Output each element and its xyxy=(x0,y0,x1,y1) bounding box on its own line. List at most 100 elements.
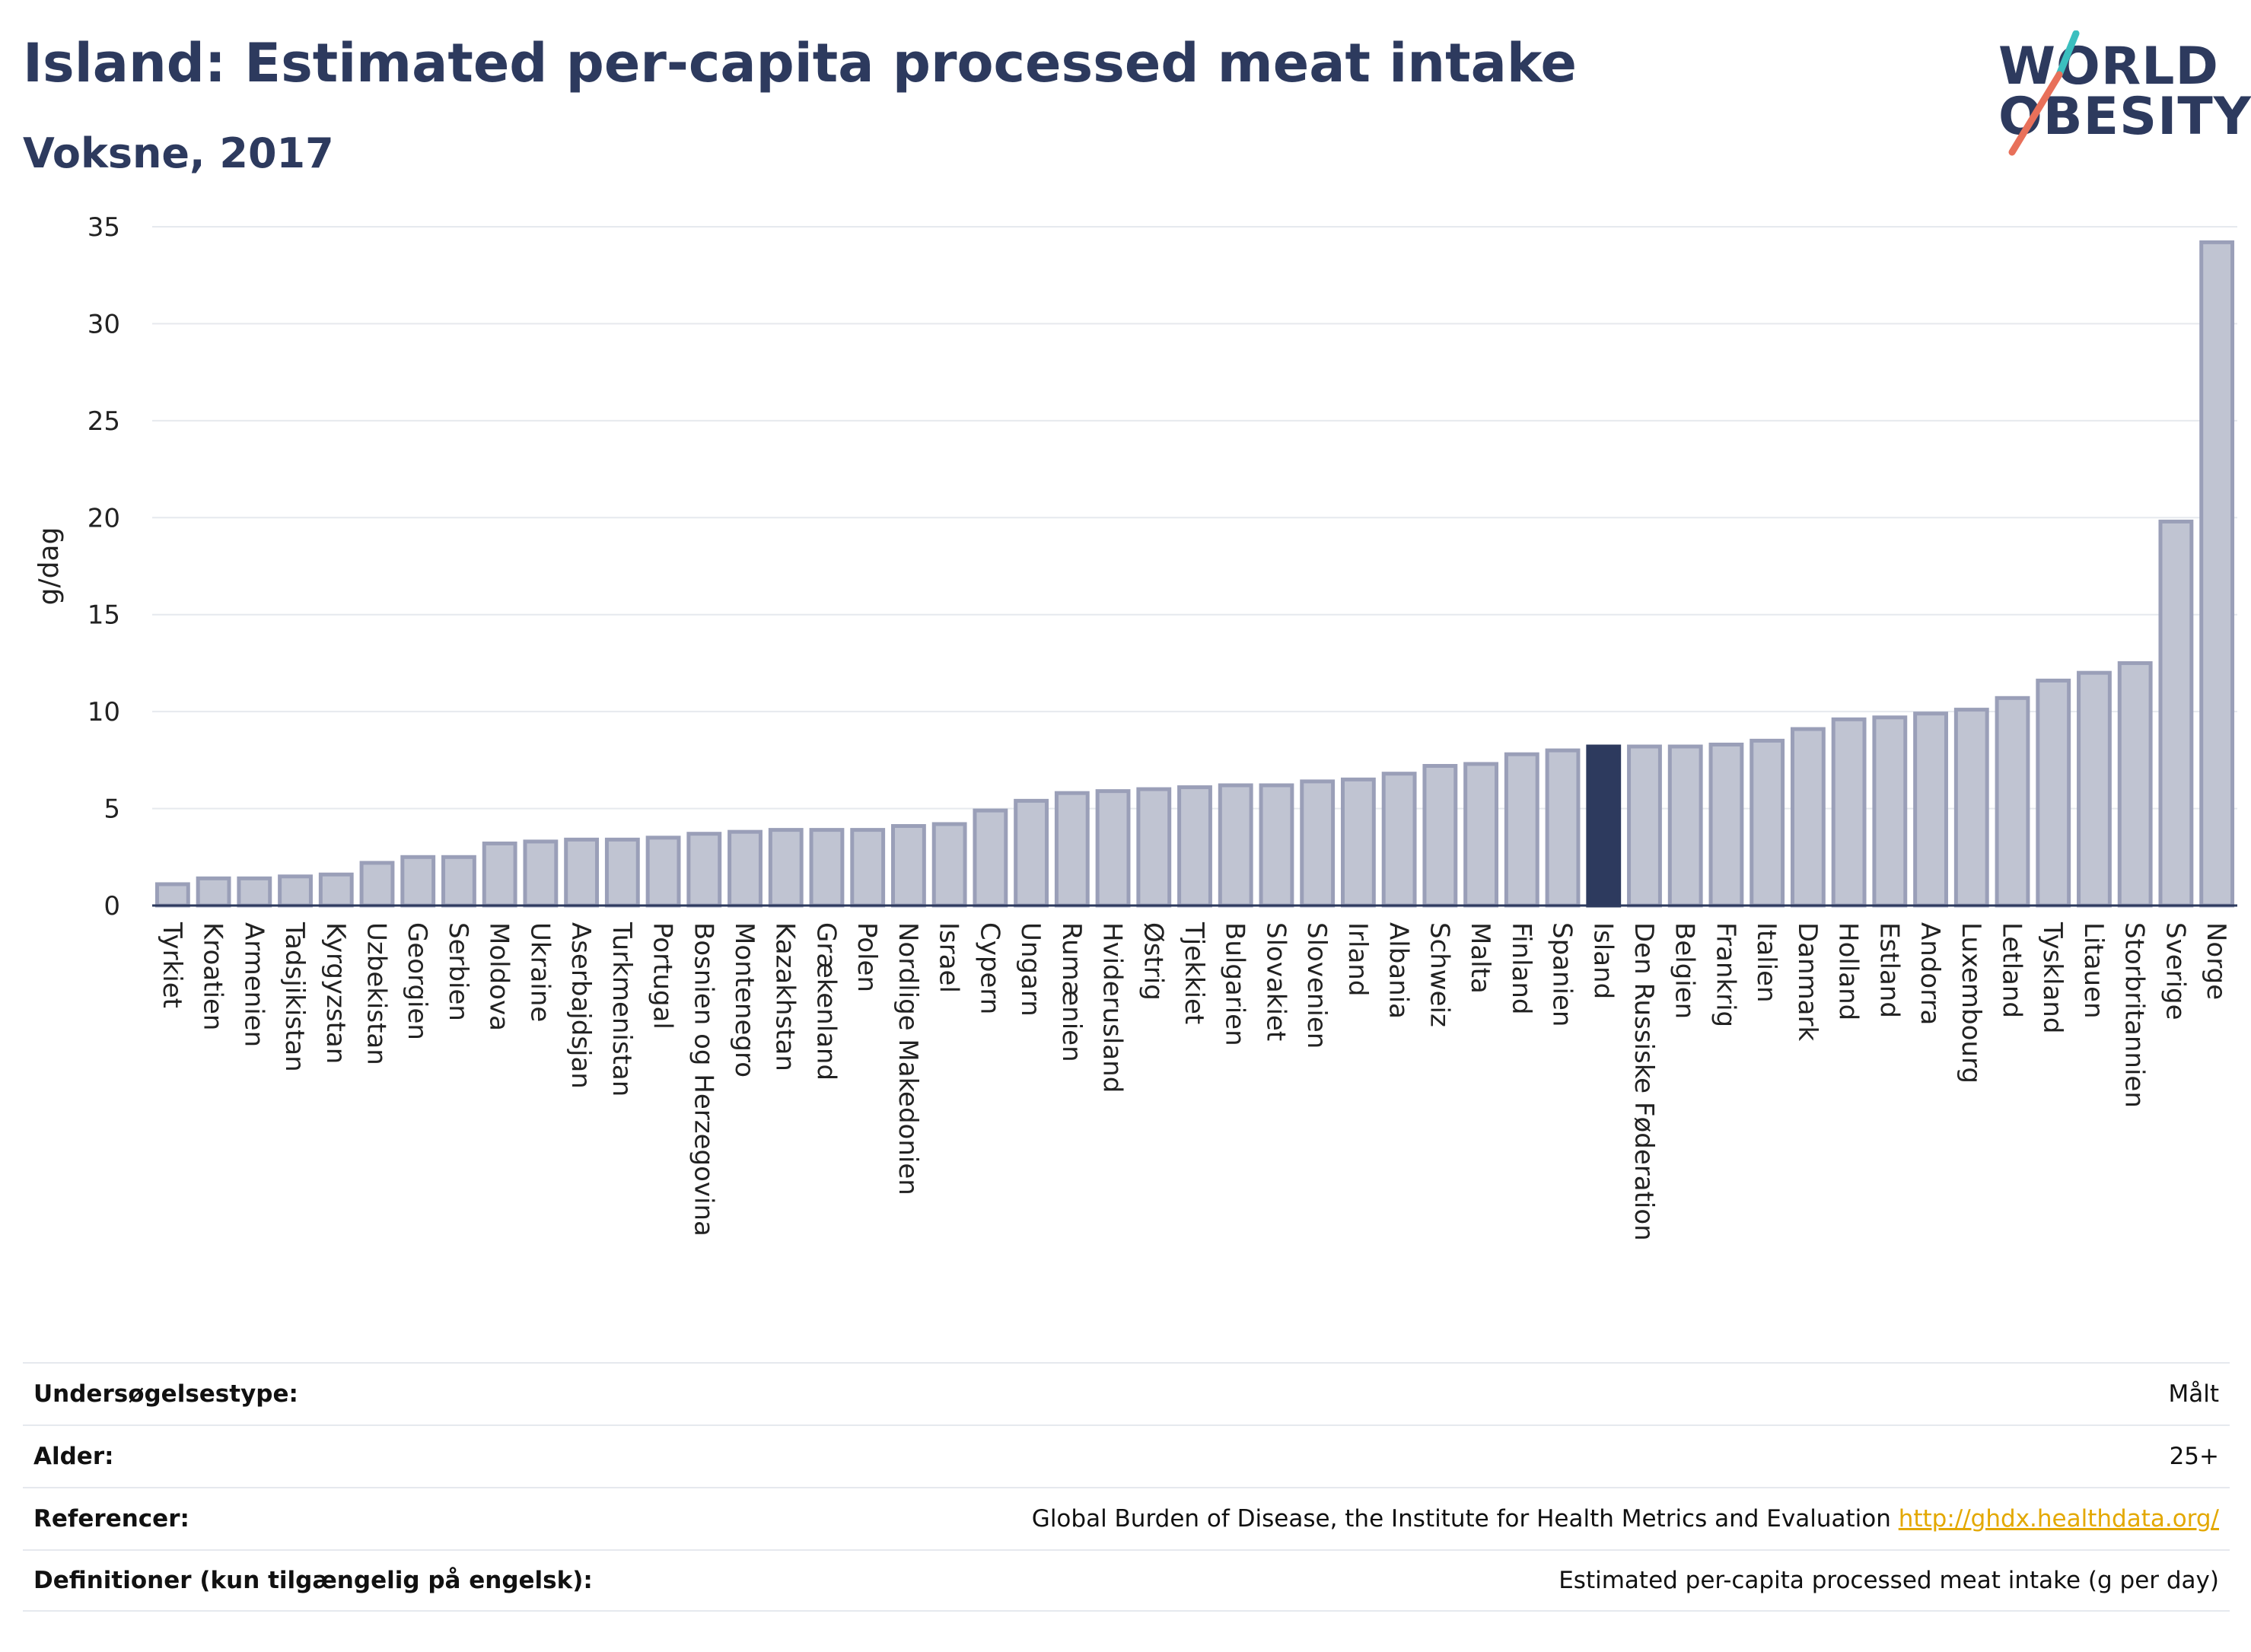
bar xyxy=(728,829,763,908)
world-obesity-logo: WORLD OBESITY xyxy=(1986,30,2251,160)
x-tick-label: Schweiz xyxy=(1424,922,1454,1027)
y-tick-label: 15 xyxy=(88,600,120,631)
x-tick-label: Tyskland xyxy=(2037,921,2068,1033)
x-tick-label: Montenegro xyxy=(729,922,759,1077)
x-tick-label: Spanien xyxy=(1547,922,1578,1027)
bar xyxy=(2117,660,2153,908)
bar xyxy=(686,832,722,908)
bar xyxy=(2158,519,2194,908)
x-tick-label: Storbritannien xyxy=(2119,922,2150,1108)
x-tick-label: Holland xyxy=(1833,922,1864,1020)
x-tick-label: Finland xyxy=(1506,922,1536,1015)
bar xyxy=(850,828,886,908)
y-tick-label: 0 xyxy=(103,891,120,921)
bar xyxy=(196,876,231,908)
bar xyxy=(564,837,600,908)
x-tick-label: Kyrgyzstan xyxy=(320,922,351,1064)
bar xyxy=(278,874,313,908)
reference-text: Global Burden of Disease, the Institute … xyxy=(1031,1505,1891,1533)
x-tick-label: Georgien xyxy=(402,922,432,1040)
x-tick-label: Polen xyxy=(852,922,882,992)
x-tick-label: Frankrig xyxy=(1710,922,1740,1027)
bar xyxy=(1953,708,1989,908)
info-key: Definitioner (kun tilgængelig på engelsk… xyxy=(33,1567,593,1594)
info-value: Målt xyxy=(2168,1380,2219,1408)
x-tick-label: Israel xyxy=(934,922,964,993)
x-tick-label: Aserbajdsjan xyxy=(565,922,596,1089)
bar xyxy=(1381,772,1417,908)
info-table: Undersøgelsestype: Målt Alder: 25+ Refer… xyxy=(23,1362,2230,1612)
x-tick-label: Litauen xyxy=(2078,922,2109,1019)
bar xyxy=(1667,744,1703,908)
bar xyxy=(931,822,967,908)
x-tick-label: Ungarn xyxy=(1015,922,1046,1017)
bar xyxy=(1136,787,1172,908)
x-tick-label: Estland xyxy=(1874,922,1904,1018)
x-tick-label: Malta xyxy=(1465,922,1495,994)
x-tick-label: Tadsjikistan xyxy=(279,921,310,1072)
info-value: Global Burden of Disease, the Institute … xyxy=(1032,1505,2219,1533)
bar xyxy=(973,808,1008,908)
y-tick-label: 5 xyxy=(103,794,120,825)
bar xyxy=(523,839,559,908)
x-tick-label: Island xyxy=(1587,922,1618,999)
x-tick-label: Uzbekistan xyxy=(361,922,391,1065)
bar xyxy=(154,882,190,908)
x-tick-label: Kroatien xyxy=(198,922,228,1030)
bar xyxy=(1831,717,1867,908)
x-tick-label: Ukraine xyxy=(524,922,555,1022)
bar xyxy=(645,836,681,908)
bar xyxy=(1586,744,1622,908)
info-value: Estimated per-capita processed meat inta… xyxy=(1559,1567,2219,1594)
x-tick-label: Cypern xyxy=(974,922,1005,1014)
y-tick-label: 25 xyxy=(88,406,120,437)
bar xyxy=(237,876,272,908)
bar xyxy=(1708,742,1744,908)
y-tick-label: 35 xyxy=(88,212,120,243)
bar xyxy=(1627,744,1662,908)
bar xyxy=(768,828,804,908)
bar xyxy=(809,828,845,908)
chart-title: Island: Estimated per-capita processed m… xyxy=(23,32,1577,94)
info-value: 25+ xyxy=(2169,1443,2219,1470)
bar xyxy=(1872,715,1908,908)
x-tick-label: Irland xyxy=(1342,922,1373,996)
x-tick-label: Slovakiet xyxy=(1260,922,1291,1041)
reference-link[interactable]: http://ghdx.healthdata.org/ xyxy=(1898,1505,2219,1533)
x-tick-label: Belgien xyxy=(1670,922,1700,1019)
x-tick-label: Rumænien xyxy=(1056,922,1087,1062)
bar xyxy=(1095,789,1131,908)
bar xyxy=(359,861,395,908)
x-tick-label: Bosnien og Herzegovina xyxy=(688,922,718,1237)
y-axis-label: g/dag xyxy=(33,527,65,606)
info-key: Undersøgelsestype: xyxy=(33,1380,298,1408)
bar xyxy=(1340,777,1376,908)
x-tick-label: Albania xyxy=(1383,922,1414,1019)
bar-chart: 0 5 10 15 20 25 30 35 g/dag Tyrkiet Kroatien Armeni… xyxy=(33,212,2237,1241)
bar xyxy=(441,855,476,908)
info-row-references: Referencer: Global Burden of Disease, th… xyxy=(23,1487,2230,1549)
info-key: Referencer: xyxy=(33,1505,189,1533)
info-row-age: Alder: 25+ xyxy=(23,1424,2230,1487)
bar xyxy=(318,872,354,908)
bar xyxy=(1463,762,1498,908)
bar xyxy=(891,824,926,908)
x-tick-label: Moldova xyxy=(484,922,514,1031)
bar xyxy=(1750,738,1785,908)
bar xyxy=(1422,764,1458,908)
x-tick-label: Sverige xyxy=(2160,922,2190,1020)
x-tick-label: Letland xyxy=(1997,922,2027,1018)
x-tick-label: Kazakhstan xyxy=(770,922,801,1071)
x-tick-label: Slovenien xyxy=(1301,922,1332,1049)
x-tick-label: Grækenland xyxy=(810,922,841,1081)
x-tick-label: Serbien xyxy=(443,922,473,1021)
bar xyxy=(1913,711,1948,908)
y-tick-label: 10 xyxy=(88,697,120,727)
bar xyxy=(2199,240,2235,908)
info-row-definitions: Definitioner (kun tilgængelig på engelsk… xyxy=(23,1549,2230,1612)
bar xyxy=(1790,727,1826,908)
x-tick-label: Hviderusland xyxy=(1097,922,1128,1093)
x-tick-label: Bulgarien xyxy=(1220,922,1250,1046)
chart-subtitle: Voksne, 2017 xyxy=(23,129,334,177)
x-tick-label: Tjekkiet xyxy=(1179,921,1209,1024)
